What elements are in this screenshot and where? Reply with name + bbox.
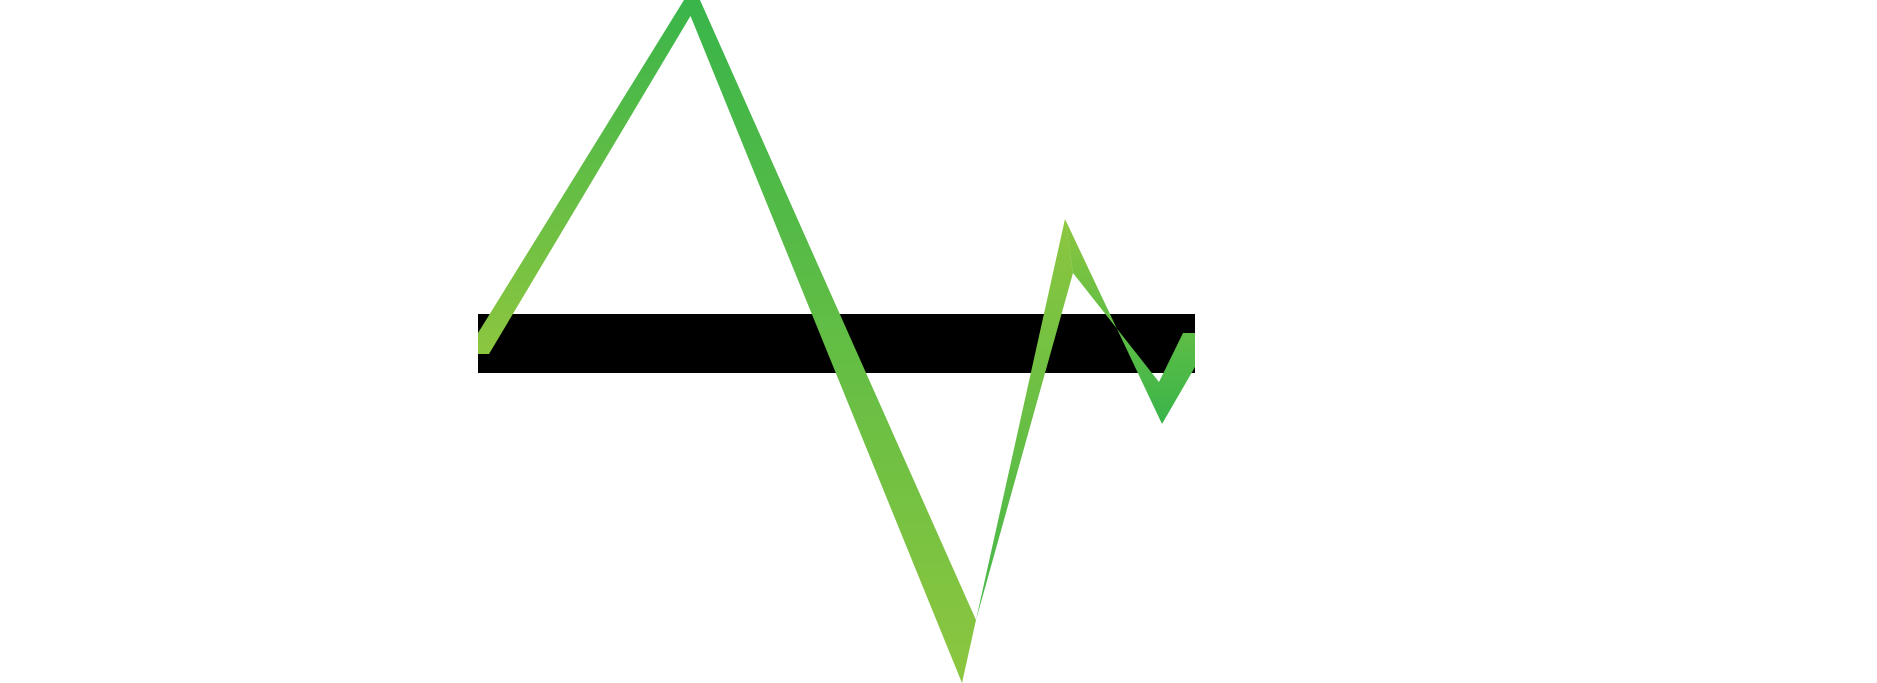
waveform-icon (478, 0, 1195, 683)
wave-rebound-segment (962, 219, 1073, 683)
wave-fall-segment (684, 0, 976, 683)
wave-rise-segment (478, 0, 700, 354)
